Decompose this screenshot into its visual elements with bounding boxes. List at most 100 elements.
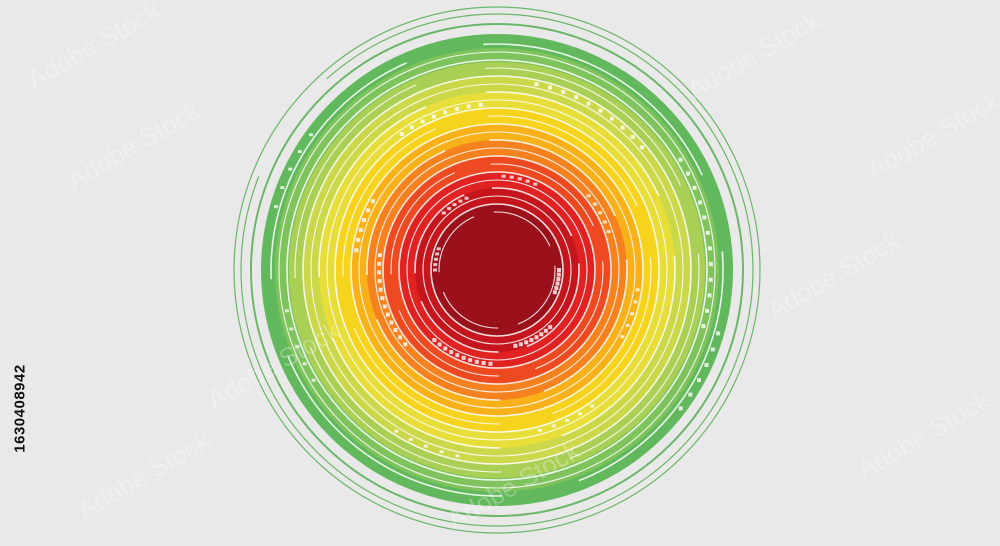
dash-mark (543, 328, 548, 333)
dash-mark (574, 95, 579, 100)
dash-mark (378, 287, 383, 292)
white-ring-line (374, 147, 620, 393)
dash-mark (389, 320, 394, 325)
stock-id-label: 1630408942 (11, 364, 29, 453)
dash-mark (509, 175, 514, 179)
dash-mark (458, 199, 463, 203)
white-ring-line (406, 179, 588, 361)
dash-mark (552, 290, 557, 295)
dash-mark (423, 444, 428, 448)
dash-mark (455, 454, 460, 458)
dash-mark (517, 177, 522, 181)
dash-mark (678, 406, 683, 411)
dash-mark (529, 337, 534, 342)
white-ring-line (366, 139, 628, 401)
dash-mark (393, 328, 398, 333)
dash-mark (382, 304, 387, 309)
dash-mark (630, 135, 635, 140)
dash-mark (288, 167, 293, 171)
outer-green-line (233, 6, 761, 534)
dash-mark (478, 102, 483, 107)
dash-mark (548, 325, 553, 330)
dash-mark (633, 300, 638, 304)
dash-mark (449, 350, 454, 355)
dash-mark (688, 392, 693, 397)
dash-mark (433, 257, 438, 261)
white-ring-line (414, 187, 580, 353)
dash-mark (433, 268, 437, 272)
white-ring-line (438, 211, 556, 329)
dash-mark (707, 293, 712, 298)
dash-mark (586, 194, 591, 198)
dash-mark (464, 196, 469, 200)
outer-green-line (250, 23, 744, 517)
dash-mark (702, 215, 707, 220)
white-ring-line (382, 155, 612, 385)
dash-mark (377, 261, 382, 266)
dash-mark (358, 227, 363, 232)
dash-mark (466, 104, 471, 109)
white-ring-line (334, 107, 660, 433)
dash-mark (280, 186, 285, 190)
dash-mark (408, 437, 413, 441)
dash-mark (488, 361, 493, 366)
dash-mark (273, 205, 278, 209)
dash-mark (468, 358, 473, 363)
dash-mark (410, 125, 415, 130)
dash-mark (533, 182, 538, 186)
dash-mark (686, 171, 691, 176)
dash-mark (366, 208, 371, 213)
dash-mark (311, 378, 316, 382)
dash-mark (707, 246, 712, 251)
dash-mark (692, 185, 697, 190)
dash-mark (556, 272, 561, 277)
dash-mark (620, 125, 625, 130)
dash-mark (441, 211, 446, 215)
white-ring-line (310, 83, 684, 457)
white-ring-line (422, 195, 572, 345)
dash-mark (452, 203, 457, 207)
dash-mark (439, 450, 444, 454)
dash-mark (295, 345, 300, 349)
white-ring-line (286, 59, 708, 481)
white-ring-lines (270, 43, 724, 497)
dash-mark (539, 332, 544, 337)
dash-mark (698, 200, 703, 205)
dash-mark (385, 312, 390, 317)
dash-mark (696, 378, 701, 383)
dash-mark (454, 106, 459, 111)
dash-mark (436, 247, 441, 251)
dash-mark (701, 324, 706, 329)
white-ring-line (358, 131, 636, 409)
dash-mark (625, 323, 630, 327)
white-ring-line (430, 203, 564, 337)
dash-mark (525, 179, 530, 183)
color-rings (261, 34, 733, 506)
center-disc (443, 216, 551, 324)
dash-mark (297, 150, 302, 154)
dash-mark (435, 252, 440, 256)
dash-mark (710, 347, 715, 352)
dash-mark (534, 335, 539, 340)
dash-mark (565, 418, 570, 422)
tech-dash-marks (273, 82, 721, 458)
dash-mark (704, 363, 709, 368)
dash-mark (289, 327, 294, 331)
dash-mark (630, 312, 635, 316)
white-ring-line (342, 115, 652, 425)
dash-mark (555, 281, 560, 286)
dash-mark (377, 253, 382, 258)
dash-mark (431, 114, 436, 119)
dash-mark (433, 263, 438, 267)
dash-mark (606, 230, 611, 234)
dash-mark (609, 116, 614, 121)
dash-mark (678, 157, 683, 162)
outer-green-lines (233, 6, 761, 534)
white-ring-line (326, 99, 668, 441)
dash-mark (513, 343, 518, 348)
dash-mark (455, 353, 460, 358)
dash-mark (398, 335, 403, 340)
dash-mark (377, 279, 382, 284)
dash-mark (524, 340, 529, 345)
